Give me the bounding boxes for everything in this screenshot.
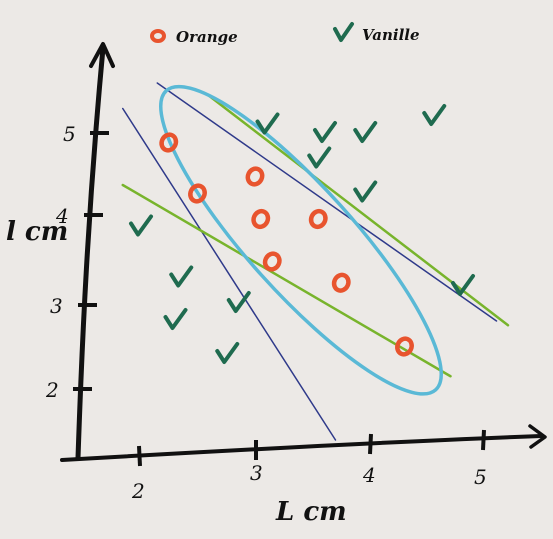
legend-vanille-label: Vanille — [362, 26, 420, 44]
vanille-point — [307, 146, 332, 169]
orange-point — [245, 166, 265, 187]
x-tick-2 — [137, 445, 142, 467]
separator-line-2 — [156, 82, 498, 322]
x-axis-label: L cm — [275, 497, 347, 527]
y-tick-label-2: 2 — [45, 378, 59, 402]
axes: 2 3 4 5 2 3 4 5 L cm l cm — [6, 42, 547, 527]
orange-point — [395, 336, 414, 357]
data-markers — [129, 104, 475, 364]
x-axis-arrow — [528, 424, 547, 449]
vanille-point — [255, 112, 280, 135]
x-tick-label-5: 5 — [474, 465, 487, 489]
x-tick-4 — [368, 433, 373, 455]
vanille-point — [226, 291, 251, 313]
orange-point — [188, 183, 207, 204]
y-tick-label-3: 3 — [50, 294, 63, 318]
x-tick-label-3: 3 — [250, 461, 263, 485]
vanille-point — [353, 180, 378, 203]
x-tick-label-2: 2 — [131, 479, 145, 503]
orange-point — [262, 251, 282, 272]
separator-line-1 — [122, 107, 337, 441]
annotations — [121, 82, 510, 441]
legend-orange-label: Orange — [176, 28, 238, 46]
y-axis-arrow — [89, 42, 115, 68]
y-axis-label: l cm — [6, 217, 68, 247]
vanille-point — [215, 342, 240, 364]
y-axis-line — [75, 45, 106, 461]
legend-orange-marker — [150, 29, 166, 43]
vanille-point — [353, 121, 378, 143]
cluster-ellipse — [159, 84, 443, 396]
legend-vanille-marker — [333, 22, 354, 42]
orange-point — [251, 208, 271, 230]
orange-point — [331, 272, 351, 293]
vanille-point — [129, 214, 153, 237]
vanille-point — [313, 121, 337, 143]
vanille-point — [169, 265, 194, 288]
y-tick-label-4: 4 — [55, 204, 69, 228]
orange-point — [159, 132, 179, 153]
vanille-point — [422, 104, 447, 126]
x-axis-line — [60, 434, 543, 462]
x-tick-label-4: 4 — [362, 463, 376, 487]
y-tick-label-5: 5 — [63, 122, 76, 146]
vanille-point — [163, 308, 188, 330]
orange-point — [308, 208, 328, 230]
separator-line-4 — [207, 94, 510, 327]
vanille-point — [451, 274, 475, 296]
x-tick-5 — [481, 429, 486, 451]
legend: Orange Vanille — [150, 22, 420, 46]
